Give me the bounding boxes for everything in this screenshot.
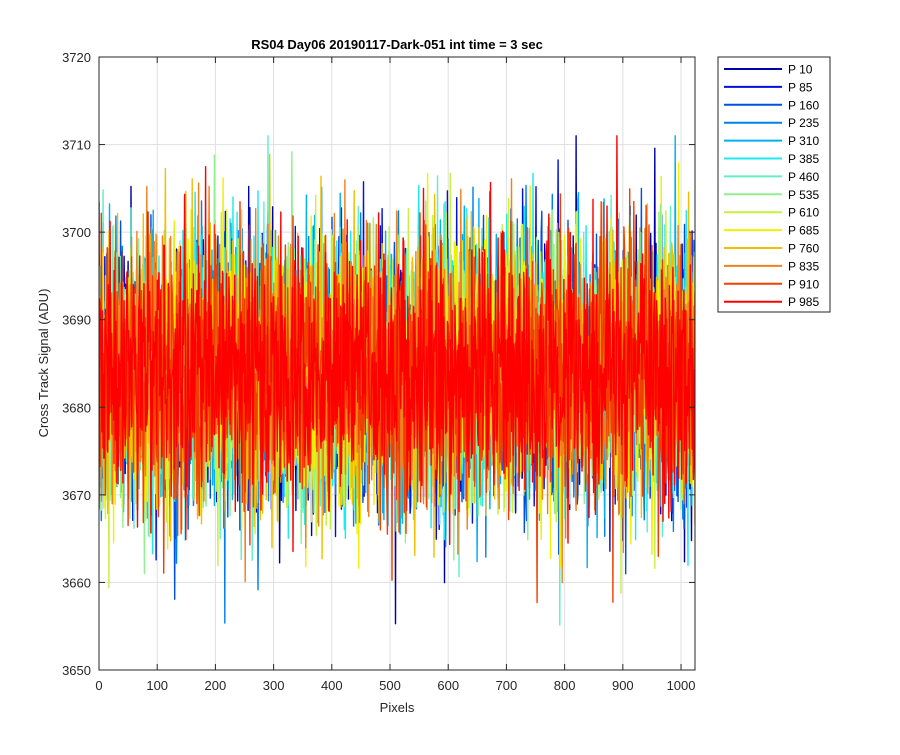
x-axis-label: Pixels <box>380 700 415 715</box>
y-tick-label: 3700 <box>62 225 91 240</box>
legend-entry: P 760 <box>788 242 819 256</box>
legend-entry: P 85 <box>788 80 813 94</box>
x-tick-label: 100 <box>146 678 168 693</box>
y-tick-labels: 3650 3660 3670 3680 3690 3700 3710 3720 <box>62 50 91 678</box>
legend-entry: P 835 <box>788 259 819 273</box>
chart-title: RS04 Day06 20190117-Dark-051 int time = … <box>251 37 543 52</box>
y-tick-label: 3670 <box>62 488 91 503</box>
legend-entry: P 385 <box>788 152 819 166</box>
legend-box <box>717 56 831 313</box>
legend-entry: P 160 <box>788 98 819 112</box>
axis-ticks <box>98 56 695 671</box>
legend-entry: P 535 <box>788 188 819 202</box>
x-tick-label: 1000 <box>667 678 696 693</box>
legend-entry: P 685 <box>788 224 819 238</box>
legend-entry: P 235 <box>788 116 819 130</box>
legend-entry: P 910 <box>788 277 819 291</box>
x-tick-labels: 0 100 200 300 400 500 600 700 800 900 1000 <box>95 678 695 693</box>
y-tick-label: 3710 <box>62 138 91 153</box>
y-tick-label: 3650 <box>62 663 91 678</box>
y-axis-label: Cross Track Signal (ADU) <box>36 289 51 438</box>
legend-entry: P 985 <box>788 295 819 309</box>
x-tick-label: 900 <box>612 678 634 693</box>
y-tick-label: 3690 <box>62 313 91 328</box>
x-tick-label: 700 <box>496 678 518 693</box>
series-line <box>99 135 695 553</box>
legend-entry: P 460 <box>788 170 819 184</box>
x-tick-label: 0 <box>95 678 102 693</box>
x-tick-label: 400 <box>321 678 343 693</box>
x-tick-label: 800 <box>554 678 576 693</box>
x-tick-label: 200 <box>205 678 227 693</box>
legend-entry: P 610 <box>788 206 819 220</box>
y-tick-label: 3680 <box>62 400 91 415</box>
legend-entry: P 310 <box>788 134 819 148</box>
x-tick-label: 300 <box>263 678 285 693</box>
y-tick-label: 3720 <box>62 50 91 65</box>
legend-entry: P 10 <box>788 63 813 77</box>
plot-frame <box>98 56 696 671</box>
x-tick-label: 600 <box>437 678 459 693</box>
x-tick-label: 500 <box>379 678 401 693</box>
series-layer <box>99 135 695 626</box>
y-tick-label: 3660 <box>62 575 91 590</box>
legend: P 10 P 85 P 160 P 235 P 310 P 385 P 460 P 535 P … <box>717 56 831 313</box>
